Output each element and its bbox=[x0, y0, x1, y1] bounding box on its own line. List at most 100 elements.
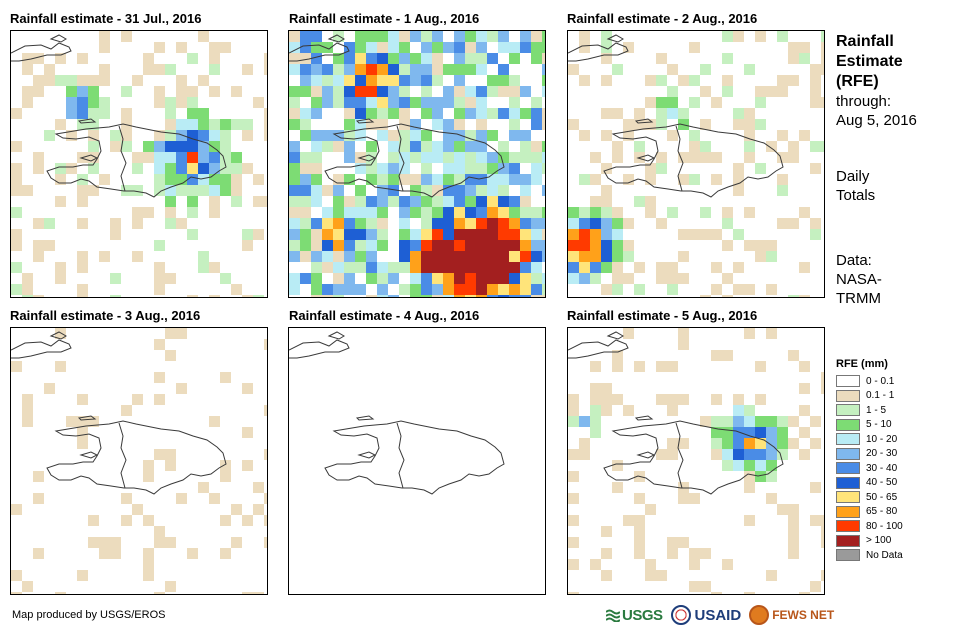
rainfall-cell bbox=[656, 163, 667, 174]
rainfall-cell bbox=[366, 141, 377, 152]
rainfall-cell bbox=[377, 240, 388, 251]
rainfall-cell bbox=[344, 86, 355, 97]
rainfall-cell bbox=[388, 174, 399, 185]
rainfall-cell bbox=[410, 97, 421, 108]
rainfall-cell bbox=[209, 53, 220, 64]
logos: USGS USAID FEWS NET bbox=[606, 604, 834, 626]
rainfall-cell bbox=[300, 273, 311, 284]
rainfall-cell bbox=[410, 53, 421, 64]
rainfall-cell bbox=[465, 53, 476, 64]
rainfall-cell bbox=[590, 196, 601, 207]
rainfall-cell bbox=[722, 75, 733, 86]
rainfall-cell bbox=[623, 174, 634, 185]
rainfall-cell bbox=[22, 416, 33, 427]
rainfall-cell bbox=[377, 185, 388, 196]
rainfall-cell bbox=[487, 262, 498, 273]
rainfall-cell bbox=[154, 273, 165, 284]
rainfall-cell bbox=[132, 218, 143, 229]
rainfall-cell bbox=[399, 174, 410, 185]
rainfall-cell bbox=[366, 273, 377, 284]
legend: RFE (mm) 0 - 0.1 0.1 - 1 1 - 5 5 - 10 10 - 2… bbox=[836, 358, 903, 563]
rainfall-cell bbox=[110, 295, 121, 297]
rainfall-cell bbox=[366, 240, 377, 251]
rainfall-cell bbox=[77, 108, 88, 119]
rainfall-cell bbox=[579, 229, 590, 240]
rainfall-cell bbox=[777, 416, 788, 427]
rainfall-cell bbox=[231, 185, 242, 196]
rainfall-cell bbox=[810, 416, 821, 427]
rainfall-cell bbox=[799, 262, 810, 273]
rainfall-cell bbox=[154, 185, 165, 196]
rainfall-cell bbox=[432, 108, 443, 119]
rainfall-cell bbox=[355, 86, 366, 97]
rainfall-cell bbox=[322, 64, 333, 75]
coastline bbox=[634, 415, 654, 421]
rainfall-cell bbox=[264, 405, 267, 416]
rainfall-cell bbox=[55, 592, 66, 594]
rainfall-cell bbox=[44, 75, 55, 86]
rainfall-cell bbox=[366, 262, 377, 273]
rainfall-cell bbox=[520, 108, 531, 119]
rainfall-cell bbox=[220, 174, 231, 185]
rainfall-cell bbox=[454, 251, 465, 262]
coastline bbox=[568, 42, 629, 62]
rainfall-cell bbox=[623, 240, 634, 251]
rainfall-cell bbox=[209, 207, 220, 218]
rainfall-cell bbox=[388, 130, 399, 141]
rainfall-cell bbox=[667, 405, 678, 416]
rainfall-cell bbox=[242, 460, 253, 471]
rainfall-cell bbox=[645, 196, 656, 207]
rainfall-cell bbox=[601, 394, 612, 405]
rainfall-cell bbox=[187, 207, 198, 218]
rainfall-cell bbox=[399, 262, 410, 273]
rainfall-cell bbox=[176, 185, 187, 196]
rainfall-cell bbox=[311, 295, 322, 297]
rainfall-cell bbox=[711, 438, 722, 449]
title-line-3: (RFE) bbox=[836, 73, 879, 90]
rainfall-cell bbox=[143, 515, 154, 526]
rainfall-cell bbox=[612, 350, 623, 361]
rainfall-cell bbox=[432, 273, 443, 284]
rainfall-cell bbox=[121, 493, 132, 504]
rainfall-cell bbox=[531, 97, 542, 108]
rainfall-cell bbox=[432, 75, 443, 86]
rainfall-cell bbox=[755, 251, 766, 262]
rainfall-cell bbox=[487, 86, 498, 97]
rainfall-cell bbox=[821, 383, 824, 394]
rainfall-cell bbox=[601, 130, 612, 141]
rainfall-cell bbox=[311, 273, 322, 284]
rainfall-cell bbox=[799, 207, 810, 218]
rainfall-cell bbox=[366, 108, 377, 119]
rainfall-cell bbox=[399, 196, 410, 207]
rainfall-cell bbox=[733, 262, 744, 273]
rainfall-cell bbox=[231, 152, 242, 163]
rainfall-cell bbox=[542, 119, 545, 130]
rainfall-cell bbox=[88, 416, 99, 427]
rainfall-cell bbox=[711, 394, 722, 405]
rainfall-cell bbox=[22, 405, 33, 416]
rainfall-grid-aug2 bbox=[568, 31, 824, 297]
rainfall-cell bbox=[465, 251, 476, 262]
rainfall-cell bbox=[121, 31, 132, 42]
rainfall-cell bbox=[634, 515, 645, 526]
rainfall-cell bbox=[498, 64, 509, 75]
rainfall-cell bbox=[55, 361, 66, 372]
rainfall-cell bbox=[487, 251, 498, 262]
rainfall-cell bbox=[432, 42, 443, 53]
rainfall-cell bbox=[311, 53, 322, 64]
rainfall-cell bbox=[788, 42, 799, 53]
map-panel-aug2 bbox=[567, 30, 825, 298]
rainfall-cell bbox=[465, 174, 476, 185]
rainfall-cell bbox=[465, 141, 476, 152]
rainfall-cell bbox=[311, 229, 322, 240]
rainfall-cell bbox=[154, 526, 165, 537]
rainfall-cell bbox=[154, 174, 165, 185]
rainfall-cell bbox=[264, 119, 267, 130]
rainfall-cell bbox=[132, 163, 143, 174]
legend-swatch bbox=[836, 418, 860, 431]
country-border bbox=[675, 422, 684, 489]
rainfall-cell bbox=[33, 163, 44, 174]
rainfall-cell bbox=[454, 163, 465, 174]
rainfall-cell bbox=[77, 97, 88, 108]
rainfall-cell bbox=[645, 119, 656, 130]
